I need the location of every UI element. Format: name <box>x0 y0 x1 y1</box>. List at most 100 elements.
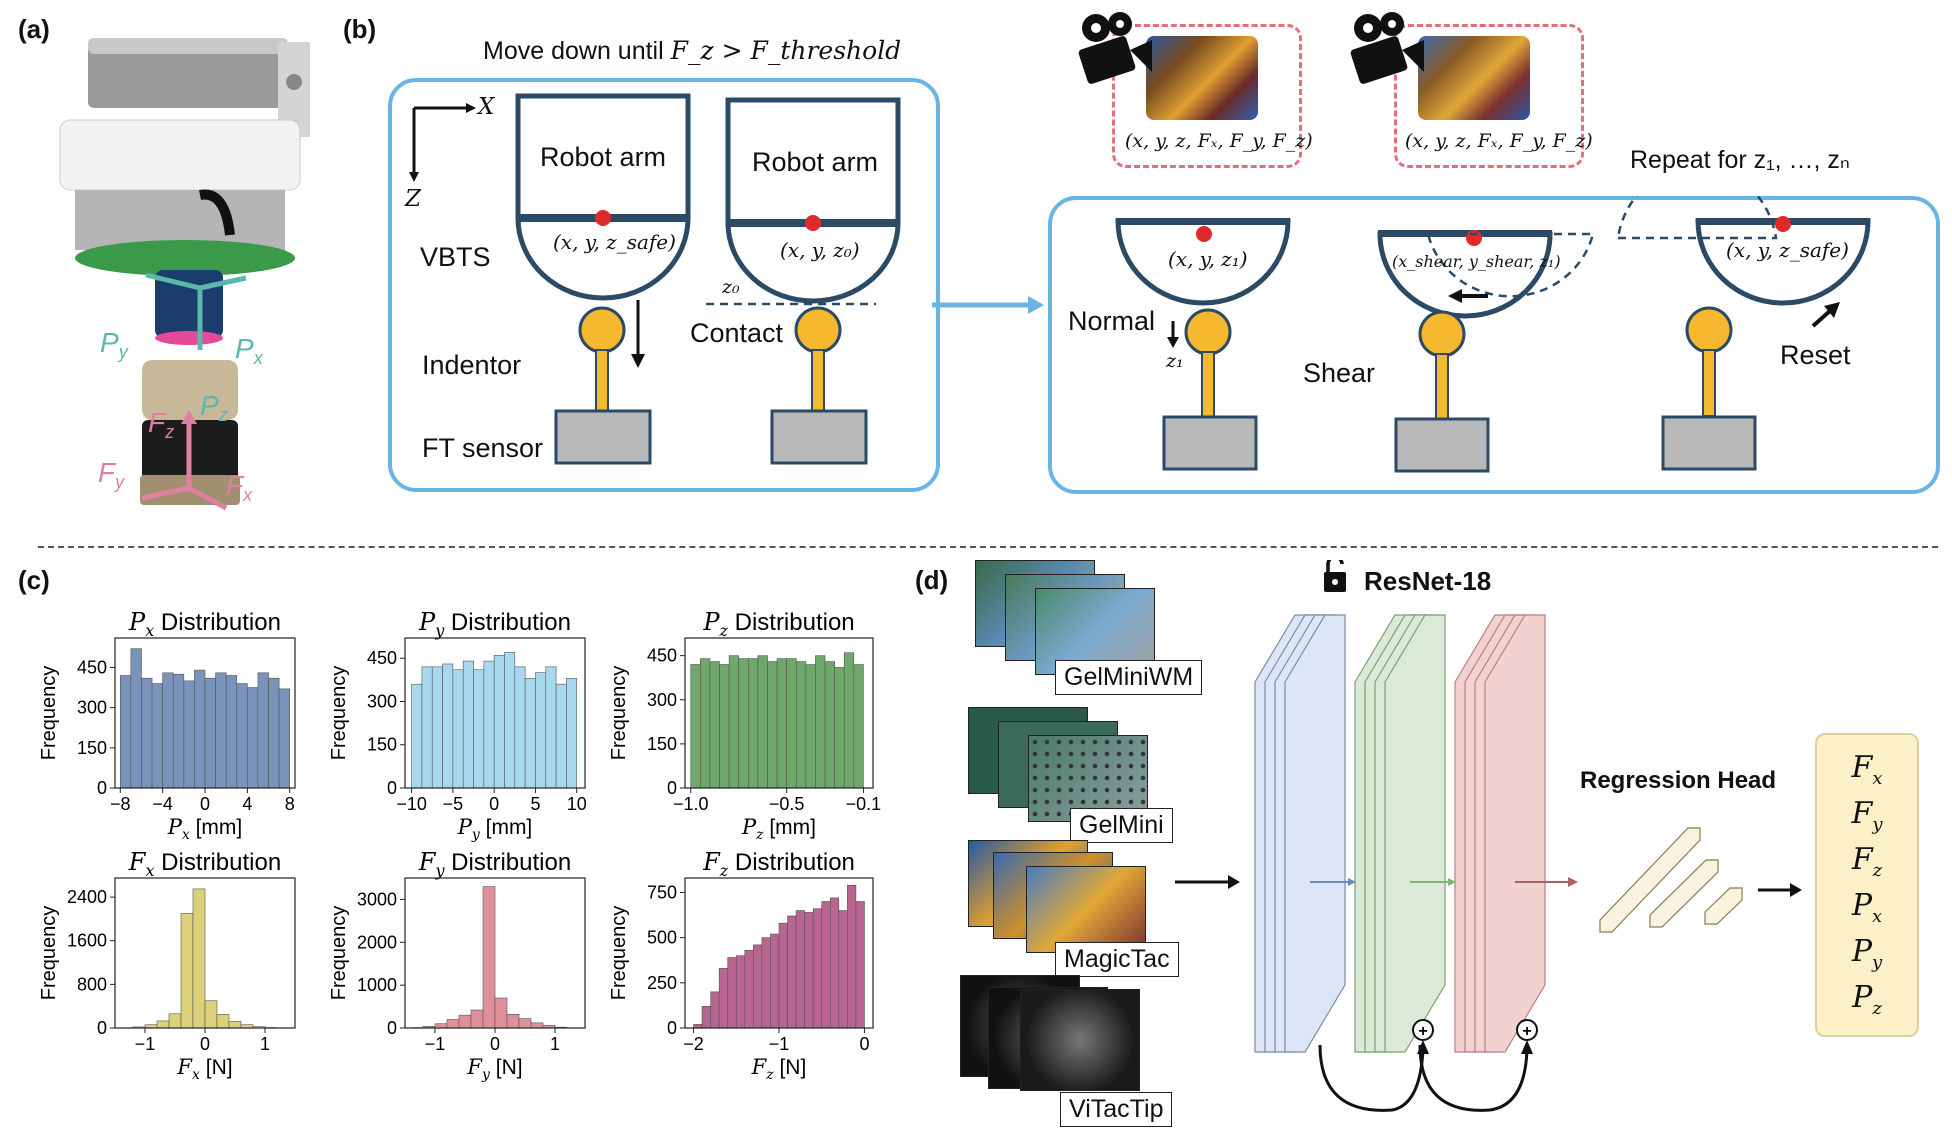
histogram-bar <box>257 672 269 789</box>
robot-arm-label-1: Robot arm <box>540 142 667 172</box>
x-tick-label: 0 <box>200 794 210 814</box>
output-item: Fz <box>1851 842 1883 881</box>
pos-reset-label: (x, y, z_safe) <box>1726 238 1849 262</box>
x-tick-label: −4 <box>152 794 173 814</box>
histogram-bar <box>535 672 547 789</box>
histogram-bar <box>141 677 153 789</box>
histogram-bar <box>506 1013 520 1029</box>
histogram-bar <box>787 915 797 1029</box>
x-tick-label: −1 <box>425 1034 446 1054</box>
input-stack-gelminiwm <box>975 560 1205 695</box>
histogram-bar <box>215 672 227 789</box>
histogram-bar <box>812 908 823 1029</box>
x-tick-label: 1 <box>260 1034 270 1054</box>
skip-plus-1: + <box>1418 1023 1427 1040</box>
histogram-bar <box>130 648 142 789</box>
histogram-bar <box>728 655 740 789</box>
x-tick-label: 1 <box>550 1034 560 1054</box>
x-tick-label: −8 <box>110 794 131 814</box>
regression-head-label: Regression Head <box>1580 767 1777 794</box>
resnet-title: ResNet-18 <box>1364 566 1492 596</box>
record-shear-label: (x, y, z, Fₓ, F_y, F_z) <box>1405 130 1593 152</box>
sensor-photo: Py Px Pz Fz Fy Fx <box>59 38 310 511</box>
histogram-bar <box>700 658 711 789</box>
histogram-bar <box>156 1020 170 1029</box>
panel-label-c: (c) <box>18 565 50 595</box>
py-arrow-icon <box>145 272 201 291</box>
histogram-bar <box>452 669 464 789</box>
histogram-bar <box>719 664 730 789</box>
histogram-bar <box>767 661 778 789</box>
y-tick-label: 2400 <box>67 887 107 907</box>
histogram-bar <box>514 666 526 789</box>
plot-frame <box>684 637 874 789</box>
chart-title: Pz Distribution <box>702 608 854 640</box>
histogram-bar <box>247 687 259 789</box>
histogram-bar <box>236 683 248 789</box>
vbts-label: VBTS <box>420 242 491 272</box>
output-item: Px <box>1851 888 1883 927</box>
histogram-bar <box>805 664 816 789</box>
histogram-bar <box>431 666 443 789</box>
outputs-box: Fx Fy Fz Px Py Pz <box>1815 733 1919 1037</box>
histogram-bar <box>493 655 505 789</box>
y-axis-label: Frequency <box>38 906 60 1001</box>
histogram-bar <box>843 652 855 789</box>
x-tick-label: 0 <box>489 794 499 814</box>
y-tick-label: 450 <box>77 657 107 677</box>
histogram-bar <box>278 688 291 789</box>
chart-title: Fx Distribution <box>128 848 281 880</box>
input-stack-magictac <box>968 840 1198 975</box>
resnet-diagram: + + <box>1175 560 1802 1112</box>
y-tick-label: 1000 <box>357 975 397 995</box>
output-item: Fx <box>1851 750 1883 789</box>
histogram-bar <box>701 1006 711 1029</box>
y-tick-label: 0 <box>667 778 677 798</box>
histogram-bar <box>545 666 557 789</box>
cycle-diagram <box>1115 196 1871 473</box>
histogram-bar <box>829 897 840 1029</box>
x-tick-label: −1 <box>769 1034 790 1054</box>
x-tick-label: −1 <box>135 1034 156 1054</box>
skip-plus-2: + <box>1522 1023 1531 1040</box>
histogram-bar <box>421 666 433 789</box>
y-tick-label: 750 <box>647 882 677 902</box>
x-tick-label: −0.1 <box>846 794 882 814</box>
histogram-bar <box>162 672 174 789</box>
histogram-bar <box>738 658 749 789</box>
x-axis-label: Pz [mm] <box>741 815 816 843</box>
repeat-caption: Repeat for z₁, …, zₙ <box>1630 146 1850 174</box>
histogram-bar <box>555 683 567 789</box>
histogram-bar <box>411 683 423 789</box>
y-tick-label: 450 <box>367 648 397 668</box>
record-shear-box <box>1394 24 1584 168</box>
x-axis-label: Fx [N] <box>176 1055 232 1083</box>
y-axis-label: Frequency <box>328 666 350 761</box>
histogram-bar <box>183 680 195 789</box>
input-label-gelminiwm: GelMiniWM <box>1055 660 1203 695</box>
y-axis-label: Frequency <box>608 906 630 1001</box>
histogram-bar <box>442 663 454 789</box>
histogram-bar <box>710 991 720 1029</box>
panel-label-d: (d) <box>915 565 949 595</box>
output-item: Py <box>1851 934 1883 973</box>
y-tick-label: 0 <box>387 1018 397 1038</box>
label-pz: Pz <box>200 390 228 425</box>
label-py: Py <box>100 327 129 362</box>
x-axis-label: Px [mm] <box>167 815 243 843</box>
histogram-bar <box>434 1023 448 1029</box>
fy-arrow-icon <box>141 485 190 501</box>
x-tick-label: 0 <box>490 1034 500 1054</box>
z1-label: z₁ <box>1166 350 1184 372</box>
axis-z-label: Z <box>405 186 421 212</box>
histogram-bar <box>853 664 864 789</box>
y-tick-label: 0 <box>97 778 107 798</box>
histogram-bar <box>815 655 826 789</box>
y-tick-label: 0 <box>97 1018 107 1038</box>
histogram-bar <box>172 673 185 789</box>
histogram-bar <box>718 968 729 1029</box>
histogram-bar <box>483 660 495 789</box>
section-divider <box>38 546 1938 548</box>
x-tick-label: 8 <box>285 794 295 814</box>
normal-label: Normal <box>1068 306 1156 336</box>
